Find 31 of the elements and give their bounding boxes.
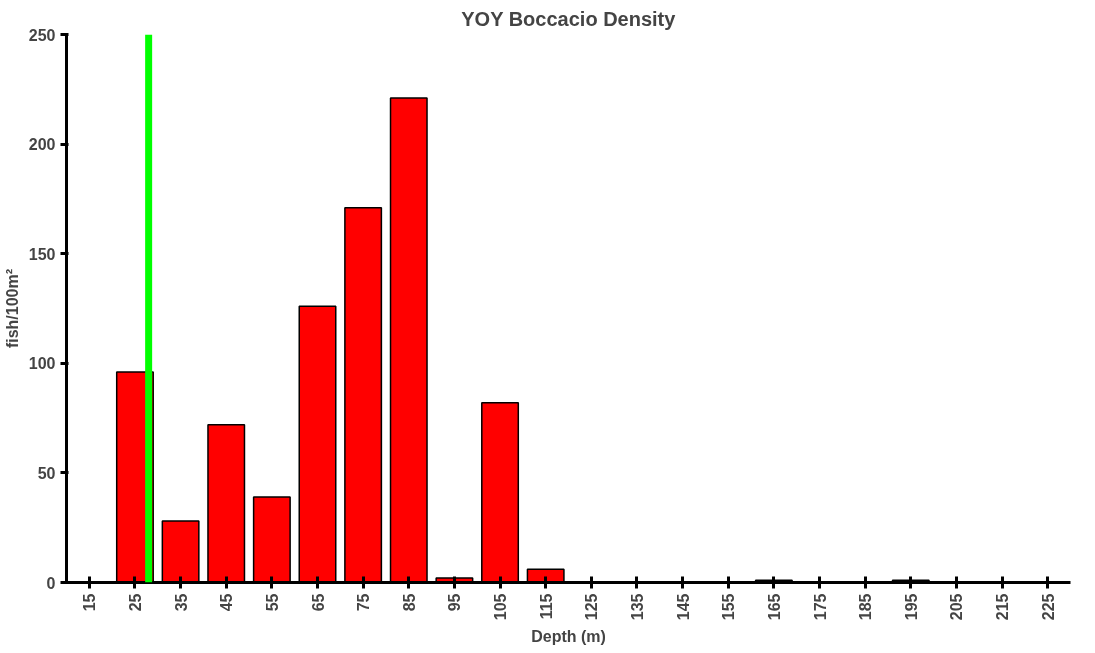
x-tick-label: 75 [355, 593, 373, 612]
x-tick-label: 175 [811, 593, 829, 621]
x-tick-label: 65 [309, 593, 327, 612]
x-tick-label: 195 [902, 593, 920, 621]
x-tick-label: 55 [263, 593, 281, 612]
x-tick-label: 95 [446, 593, 464, 612]
x-tick-label: 105 [492, 593, 510, 621]
x-tick-label: 155 [720, 593, 738, 621]
y-tick-label: 250 [28, 26, 56, 44]
x-tick-label: 85 [400, 593, 418, 612]
y-tick-label: 200 [28, 136, 56, 154]
x-tick-label: 125 [583, 593, 601, 621]
x-axis-title: Depth (m) [531, 628, 606, 646]
x-tick-label: 145 [674, 593, 692, 621]
x-tick-label: 25 [126, 593, 144, 612]
x-tick-label: 165 [765, 593, 783, 621]
y-tick-label: 150 [28, 245, 56, 263]
x-tick-label: 35 [172, 593, 190, 612]
y-axis-title: fish/100m² [3, 268, 21, 349]
x-tick-label: 115 [537, 593, 555, 620]
chart-title: YOY Boccacio Density [461, 7, 677, 30]
x-tick-label: 15 [81, 593, 99, 612]
y-tick-label: 50 [37, 464, 56, 482]
x-tick-label: 45 [218, 593, 236, 612]
y-tick-label: 100 [28, 355, 56, 373]
x-tick-label: 185 [857, 593, 875, 621]
y-tick-label: 0 [46, 574, 56, 592]
x-tick-label: 215 [994, 593, 1012, 621]
x-tick-label: 135 [628, 593, 646, 621]
x-tick-label: 225 [1039, 593, 1057, 621]
x-tick-label: 205 [948, 593, 966, 621]
